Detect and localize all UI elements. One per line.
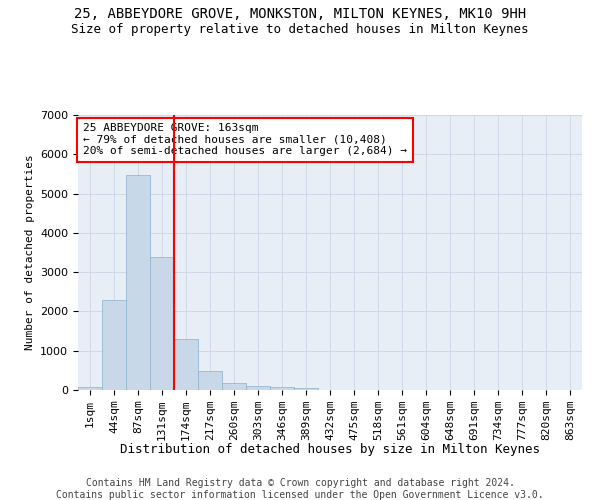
Text: Contains HM Land Registry data © Crown copyright and database right 2024.: Contains HM Land Registry data © Crown c… bbox=[86, 478, 514, 488]
Bar bbox=[174, 338, 198, 390]
Text: Size of property relative to detached houses in Milton Keynes: Size of property relative to detached ho… bbox=[71, 22, 529, 36]
Bar bbox=[150, 257, 174, 390]
Bar bbox=[294, 388, 318, 390]
Bar bbox=[198, 371, 222, 390]
Bar bbox=[222, 383, 246, 390]
Text: 25 ABBEYDORE GROVE: 163sqm
← 79% of detached houses are smaller (10,408)
20% of : 25 ABBEYDORE GROVE: 163sqm ← 79% of deta… bbox=[83, 123, 407, 156]
Text: Distribution of detached houses by size in Milton Keynes: Distribution of detached houses by size … bbox=[120, 442, 540, 456]
Text: Contains public sector information licensed under the Open Government Licence v3: Contains public sector information licen… bbox=[56, 490, 544, 500]
Bar bbox=[126, 174, 150, 390]
Y-axis label: Number of detached properties: Number of detached properties bbox=[25, 154, 35, 350]
Bar bbox=[246, 386, 270, 390]
Bar bbox=[78, 387, 102, 390]
Bar bbox=[102, 300, 126, 390]
Bar bbox=[270, 387, 294, 390]
Text: 25, ABBEYDORE GROVE, MONKSTON, MILTON KEYNES, MK10 9HH: 25, ABBEYDORE GROVE, MONKSTON, MILTON KE… bbox=[74, 8, 526, 22]
